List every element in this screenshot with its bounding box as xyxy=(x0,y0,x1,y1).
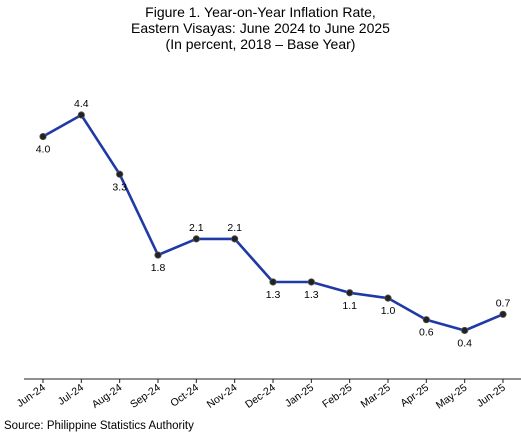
data-label: 3.3 xyxy=(112,181,127,193)
data-label: 1.3 xyxy=(304,289,319,301)
x-tick-label: Jun-24 xyxy=(15,382,48,410)
data-label: 2.1 xyxy=(227,222,242,234)
chart-title-line-1: Figure 1. Year-on-Year Inflation Rate, xyxy=(145,4,376,20)
x-tick-label: May-25 xyxy=(434,382,470,412)
data-label: 1.0 xyxy=(381,305,396,317)
data-label: 1.1 xyxy=(342,300,357,312)
x-tick-label: Nov-24 xyxy=(205,382,240,411)
data-point xyxy=(307,278,315,286)
x-tick-label: Apr-25 xyxy=(398,382,431,410)
data-point xyxy=(422,316,430,324)
x-tick-label: Jul-24 xyxy=(56,382,86,408)
data-label: 4.0 xyxy=(36,144,51,156)
data-point xyxy=(461,326,469,335)
chart-title-line-2: Eastern Visayas: June 2024 to June 2025 xyxy=(131,20,390,36)
x-tick-label: Jan-25 xyxy=(283,382,316,410)
x-tick-label: Oct-24 xyxy=(168,382,201,410)
source-note: Source: Philippine Statistics Authority xyxy=(4,420,194,432)
data-label: 1.8 xyxy=(151,262,166,274)
data-point xyxy=(499,310,507,318)
data-label: 0.4 xyxy=(457,337,472,349)
x-tick-label: Jun-25 xyxy=(475,382,508,410)
data-label: 2.1 xyxy=(189,222,204,234)
x-tick-label: Aug-24 xyxy=(90,382,125,411)
data-label: 1.3 xyxy=(266,289,281,301)
data-point xyxy=(231,235,239,243)
chart-title-line-3: (In percent, 2018 – Base Year) xyxy=(165,36,356,52)
x-tick-label: Mar-25 xyxy=(359,382,393,411)
x-tick-label: Dec-24 xyxy=(243,382,278,411)
data-label: 4.4 xyxy=(74,98,89,110)
data-point xyxy=(269,278,277,286)
data-label: 0.7 xyxy=(496,297,511,309)
x-tick-label: Sep-24 xyxy=(128,382,163,411)
data-point xyxy=(192,235,200,243)
x-tick-label: Feb-25 xyxy=(320,382,354,411)
data-point xyxy=(77,111,85,119)
data-point xyxy=(154,251,162,259)
data-point xyxy=(39,132,47,141)
data-point xyxy=(346,289,354,297)
data-point xyxy=(116,170,124,178)
data-label: 0.6 xyxy=(419,327,434,339)
data-point xyxy=(384,294,392,302)
